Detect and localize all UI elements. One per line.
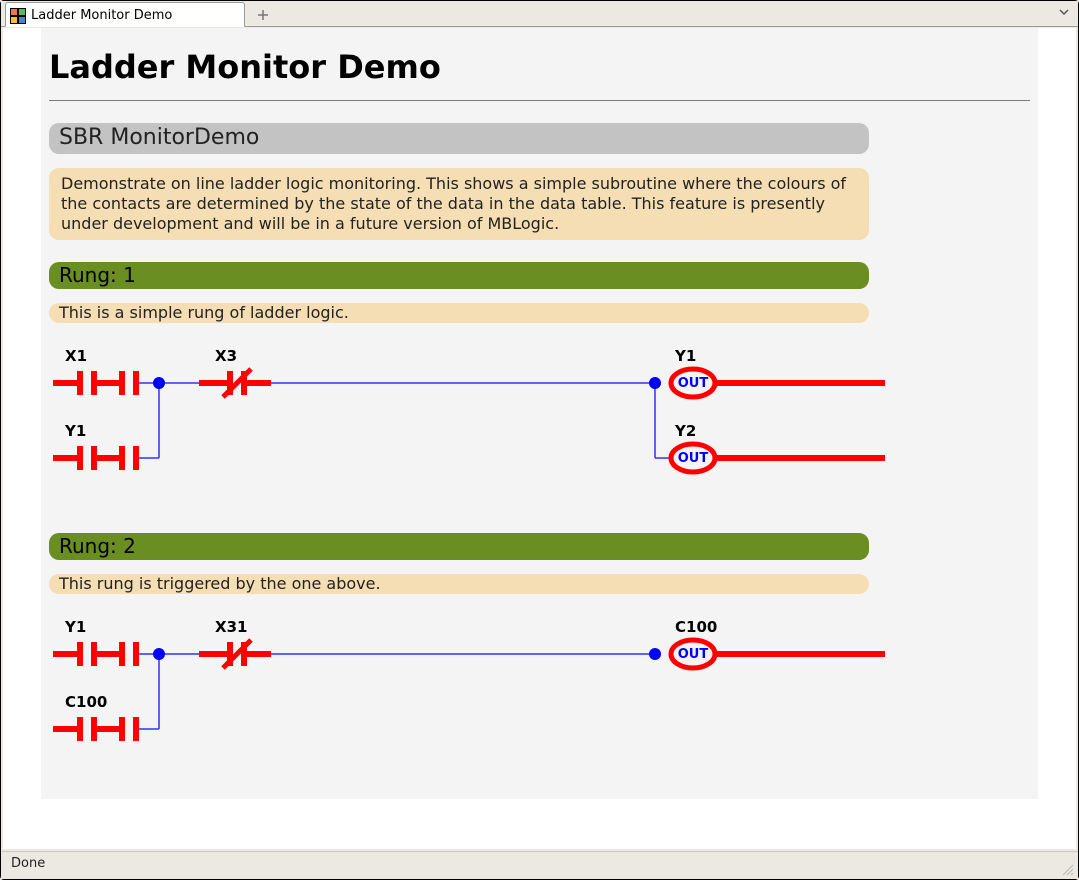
- rungs-container: Rung: 1 This is a simple rung of ladder l…: [49, 262, 1030, 772]
- rung-header: Rung: 1: [49, 262, 869, 289]
- new-tab-button[interactable]: [251, 4, 275, 26]
- tab-title: Ladder Monitor Demo: [31, 8, 172, 23]
- divider: [49, 100, 1030, 101]
- sbr-header: SBR MonitorDemo: [49, 123, 869, 154]
- rung-header: Rung: 2: [49, 533, 869, 560]
- svg-text:Y1: Y1: [674, 347, 696, 365]
- page-content: Ladder Monitor Demo SBR MonitorDemo Demo…: [41, 28, 1038, 799]
- page-viewport: Ladder Monitor Demo SBR MonitorDemo Demo…: [3, 28, 1076, 849]
- browser-window: Ladder Monitor Demo Ladder Monitor Demo …: [0, 0, 1079, 880]
- tabs-overflow-button[interactable]: [1058, 6, 1070, 22]
- svg-text:X31: X31: [215, 618, 247, 636]
- favicon-icon: [10, 8, 26, 24]
- ladder-rung-diagram: Y1 X31 C100 OUT C100: [49, 612, 889, 772]
- svg-text:OUT: OUT: [678, 376, 709, 391]
- resize-grip-icon[interactable]: [1060, 862, 1074, 876]
- svg-text:C100: C100: [675, 618, 717, 636]
- status-text: Done: [11, 856, 45, 871]
- browser-tab[interactable]: Ladder Monitor Demo: [5, 2, 245, 27]
- svg-text:Y1: Y1: [64, 422, 86, 440]
- page-title: Ladder Monitor Demo: [49, 48, 1030, 86]
- svg-text:OUT: OUT: [678, 451, 709, 466]
- rung-description: This is a simple rung of ladder logic.: [49, 303, 869, 323]
- ladder-rung-diagram: X1 X3 Y1 OUT Y1 OUT Y2: [49, 341, 889, 511]
- status-bar: Done: [1, 851, 1078, 879]
- sbr-description: Demonstrate on line ladder logic monitor…: [49, 168, 869, 240]
- svg-text:X1: X1: [65, 347, 87, 365]
- svg-text:OUT: OUT: [678, 647, 709, 662]
- svg-text:X3: X3: [215, 347, 237, 365]
- tab-strip: Ladder Monitor Demo: [1, 1, 1078, 27]
- svg-text:Y1: Y1: [64, 618, 86, 636]
- svg-text:C100: C100: [65, 693, 107, 711]
- svg-text:Y2: Y2: [674, 422, 696, 440]
- rung-description: This rung is triggered by the one above.: [49, 574, 869, 594]
